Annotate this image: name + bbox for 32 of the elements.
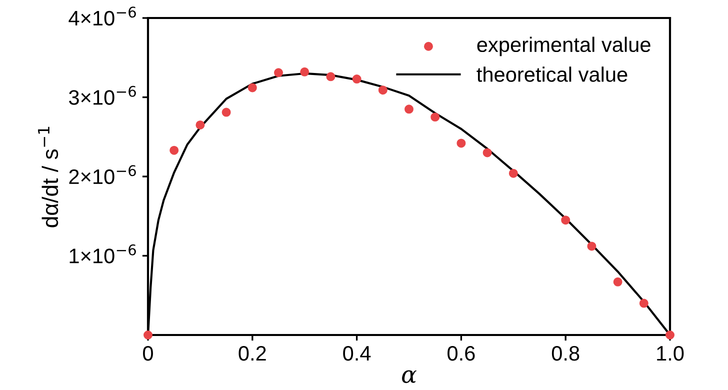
x-tick-label: 0.2 xyxy=(238,346,266,361)
x-tick-label: 0.4 xyxy=(343,346,371,361)
point xyxy=(378,86,388,95)
y-axis-title: dα/dt / s$^{−1}$ xyxy=(38,126,58,228)
x-tick-label: 1.0 xyxy=(657,346,684,361)
point xyxy=(352,74,362,84)
x-tick-label: 0 xyxy=(143,346,153,361)
point xyxy=(274,68,283,78)
legend-label: experimental value xyxy=(477,36,650,56)
x-tick-label: 0.6 xyxy=(448,346,475,361)
point xyxy=(404,104,414,114)
point xyxy=(508,168,518,178)
point xyxy=(561,216,570,225)
point xyxy=(482,148,492,158)
x-axis-title: α xyxy=(402,370,416,384)
x-tick-label: 0.8 xyxy=(552,346,580,361)
y-tick-label: 1×10$^{−6}$ xyxy=(70,244,136,264)
y-tick-label: 3×10$^{−6}$ xyxy=(69,86,136,105)
point xyxy=(326,72,336,82)
point xyxy=(300,67,310,76)
point xyxy=(587,242,596,251)
y-tick-label: 2×10$^{−6}$ xyxy=(69,165,136,184)
point xyxy=(170,146,179,155)
point xyxy=(222,108,231,117)
point xyxy=(613,277,622,286)
point xyxy=(248,83,257,92)
legend-label: theoretical value xyxy=(476,66,628,82)
point xyxy=(196,120,205,130)
y-tick-label: 4×10$^{−6}$ xyxy=(68,6,136,26)
point xyxy=(639,298,648,308)
point xyxy=(456,138,466,148)
point xyxy=(430,112,440,122)
